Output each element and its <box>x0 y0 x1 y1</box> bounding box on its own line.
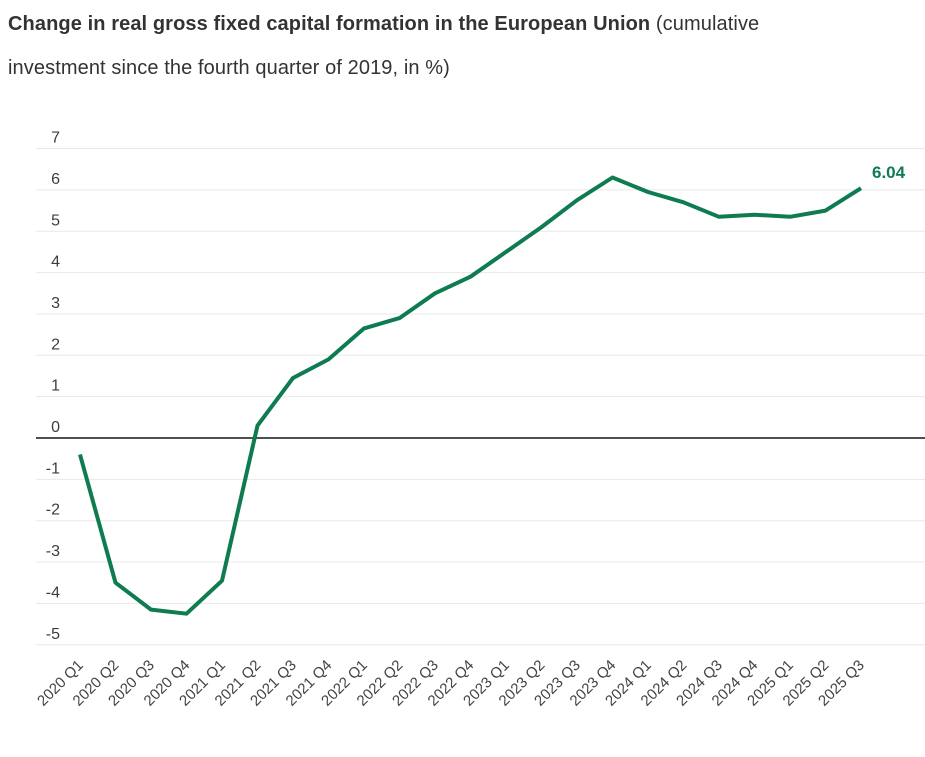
end-value-label: 6.04 <box>872 163 906 182</box>
y-axis-label: 3 <box>51 295 60 312</box>
y-axis-label: 4 <box>51 254 60 271</box>
y-axis-label: 1 <box>51 378 60 395</box>
data-line <box>78 175 863 616</box>
y-axis-label: -3 <box>46 543 60 560</box>
y-axis-label: 0 <box>51 419 60 436</box>
chart-title-main: Change in real gross fixed capital forma… <box>8 13 651 35</box>
y-axis-label: 7 <box>51 130 60 147</box>
chart-title-subtitle: (cumulative investment since the fourth … <box>8 13 760 79</box>
y-axis-label: -2 <box>46 502 60 519</box>
y-axis-label: -5 <box>46 626 60 643</box>
y-axis-label: 6 <box>51 171 60 188</box>
y-axis-label: 2 <box>51 336 60 353</box>
y-axis-label: -4 <box>46 584 60 601</box>
chart-title: Change in real gross fixed capital forma… <box>8 2 860 90</box>
y-axis-label: 5 <box>51 212 60 229</box>
y-axis-label: -1 <box>46 460 60 477</box>
